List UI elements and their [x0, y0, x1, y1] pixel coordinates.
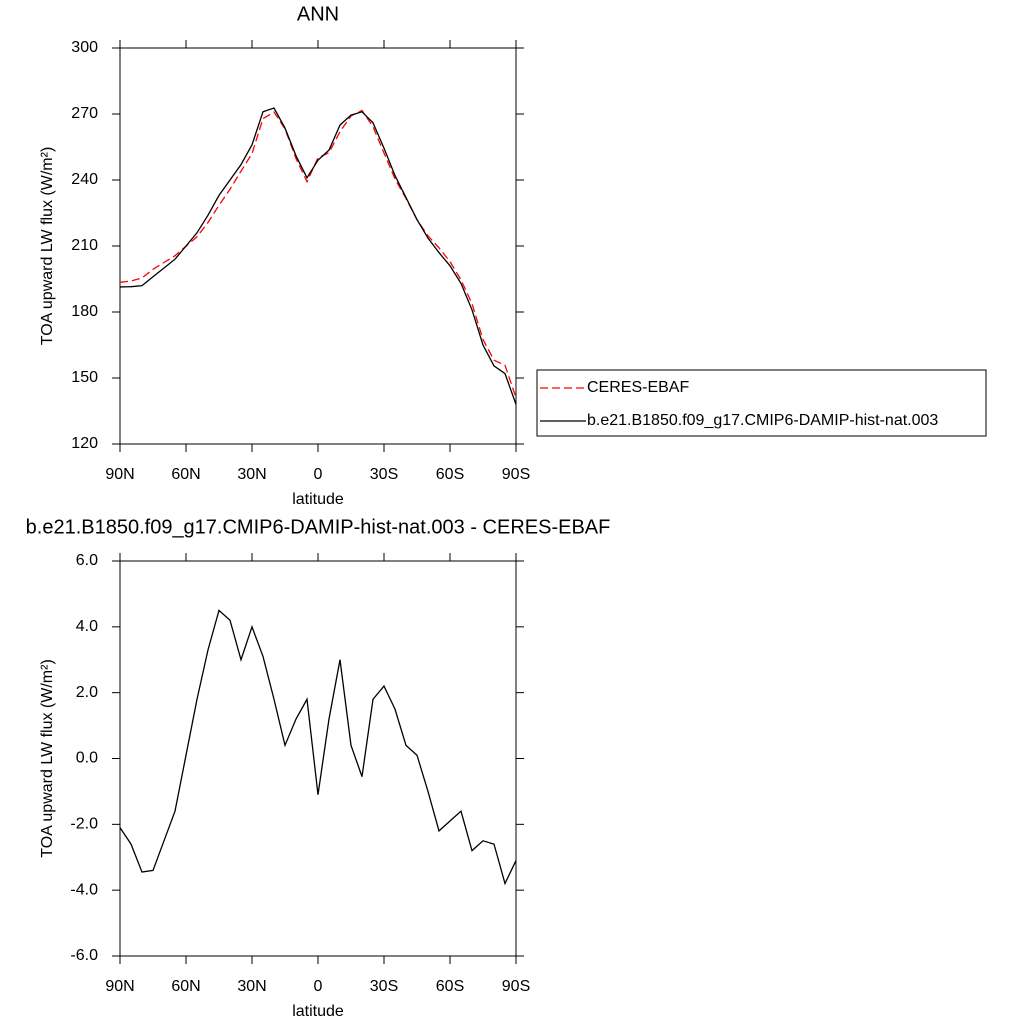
x-tick-label: 60N [171, 466, 200, 483]
y-tick-label: 2.0 [76, 684, 98, 701]
y-tick-label: 240 [71, 171, 98, 188]
legend-label: b.e21.B1850.f09_g17.CMIP6-DAMIP-hist-nat… [587, 412, 938, 429]
x-tick-label: 60S [436, 466, 464, 483]
y-tick-label: 4.0 [76, 618, 98, 635]
x-axis-label: latitude [292, 1003, 344, 1020]
y-tick-label: -6.0 [70, 947, 98, 964]
x-tick-label: 0 [314, 466, 323, 483]
x-tick-label: 90N [105, 978, 134, 995]
y-tick-label: 150 [71, 369, 98, 386]
x-tick-label: 30S [370, 466, 398, 483]
plot-frame [119, 47, 517, 445]
chart-title: ANN [297, 3, 339, 25]
data-line [119, 609, 517, 886]
x-tick-label: 60S [436, 978, 464, 995]
x-tick-label: 90N [105, 466, 134, 483]
y-tick-label: 270 [71, 105, 98, 122]
y-tick-label: 0.0 [76, 750, 98, 767]
x-tick-label: 0 [314, 978, 323, 995]
legend-label: CERES-EBAF [587, 379, 689, 396]
y-tick-label: 180 [71, 303, 98, 320]
y-tick-label: 6.0 [76, 552, 98, 569]
y-axis-label: TOA upward LW flux (W/m²) [39, 659, 56, 858]
x-tick-label: 60N [171, 978, 200, 995]
x-tick-label: 30N [237, 978, 266, 995]
plot-frame [119, 560, 517, 957]
x-tick-label: 90S [502, 978, 530, 995]
y-axis-label: TOA upward LW flux (W/m²) [39, 147, 56, 346]
data-line [119, 107, 517, 405]
x-tick-label: 30S [370, 978, 398, 995]
y-tick-label: -4.0 [70, 881, 98, 898]
x-axis-label: latitude [292, 491, 344, 508]
chart-title: b.e21.B1850.f09_g17.CMIP6-DAMIP-hist-nat… [26, 516, 611, 538]
y-tick-label: 210 [71, 237, 98, 254]
legend-box [536, 369, 987, 437]
x-tick-label: 30N [237, 466, 266, 483]
y-tick-label: 300 [71, 39, 98, 56]
y-tick-label: 120 [71, 435, 98, 452]
y-tick-label: -2.0 [70, 816, 98, 833]
x-tick-label: 90S [502, 466, 530, 483]
